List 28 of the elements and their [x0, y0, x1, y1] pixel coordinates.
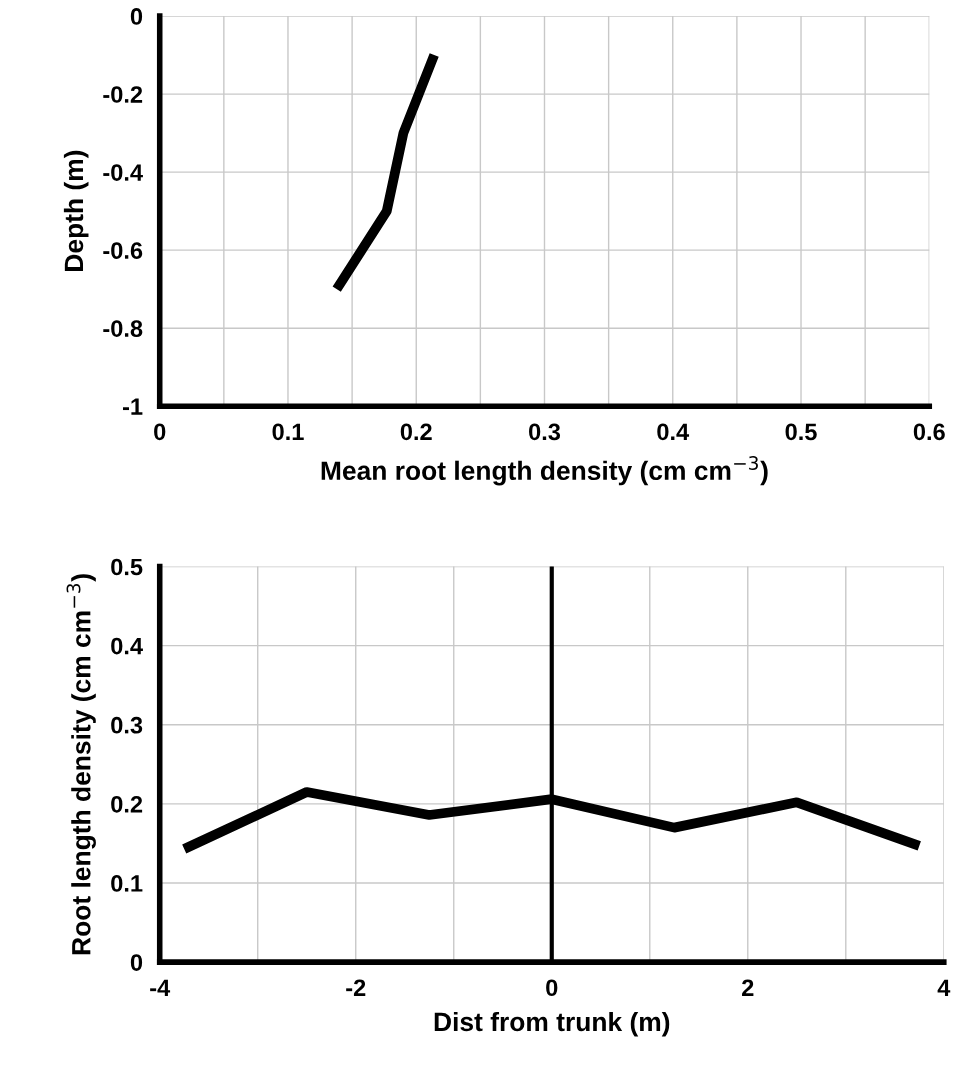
y-tick-label: -1	[122, 398, 143, 415]
x-tick-label: 0	[154, 423, 166, 441]
x-tick-label: 0.4	[657, 423, 690, 441]
x-tick-label: 0.2	[400, 423, 432, 441]
y-tick-label: 0	[130, 954, 143, 971]
x-tick-label: -4	[150, 979, 171, 996]
y-tick-label: 0.3	[111, 716, 143, 734]
y-axis-title: Root length density (cm cm$^{−3}$)	[66, 574, 96, 955]
y-tick-label: 0.2	[111, 795, 143, 813]
y-tick-label: -0.6	[103, 242, 143, 259]
y-tick-label: -0.8	[103, 320, 143, 337]
y-tick-label: 0.1	[111, 875, 143, 892]
x-tick-label: -2	[346, 979, 366, 996]
y-tick-label: -0.4	[103, 164, 143, 181]
y-tick-label: 0.4	[111, 637, 143, 655]
x-tick-label: 0.1	[272, 423, 304, 441]
x-axis-title: Dist from trunk (m)	[434, 1011, 670, 1037]
x-tick-label: 0.6	[913, 423, 945, 441]
x-tick-label: 0.3	[529, 423, 561, 441]
x-tick-label: 0	[546, 979, 558, 997]
y-axis-title: Depth (m)	[63, 150, 89, 271]
y-tick-label: 0.5	[111, 558, 143, 576]
y-tick-label: -0.2	[103, 86, 143, 103]
x-tick-label: 0.5	[785, 423, 817, 441]
y-tick-label: 0	[130, 8, 143, 25]
x-tick-label: 4	[937, 979, 951, 996]
x-axis-title: Mean root length density (cm cm$^{−3}$)	[321, 456, 768, 486]
x-tick-label: 2	[742, 979, 754, 996]
